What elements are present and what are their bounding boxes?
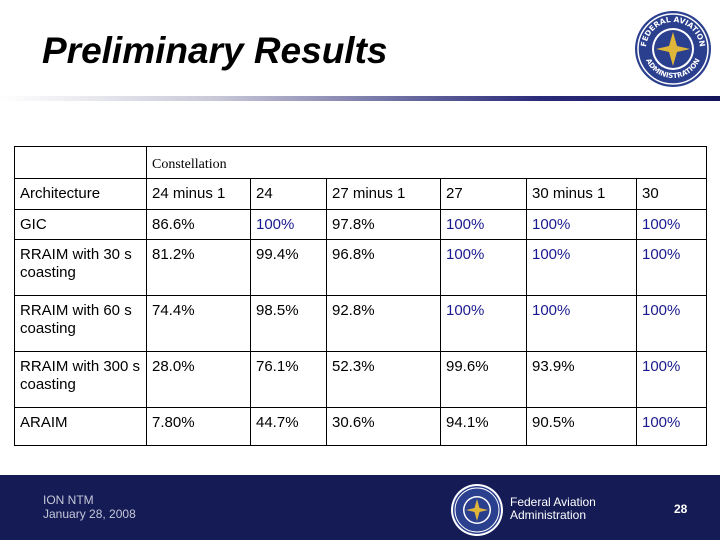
- footer-event: ION NTM: [43, 493, 94, 507]
- page-number: 28: [674, 502, 688, 516]
- results-table: Constellation Architecture 24 minus 1 24…: [14, 146, 708, 446]
- constellation-label: Constellation: [152, 157, 227, 172]
- table-cell: 7.80%: [146, 407, 251, 446]
- row-label-cell: RRAIM with 60 s coasting: [14, 295, 147, 352]
- row-label-cell: ARAIM: [14, 407, 147, 446]
- table-cell: 100%: [635, 209, 708, 240]
- table-cell: 96.8%: [326, 239, 441, 296]
- table-cell: 100%: [440, 209, 527, 240]
- column-header-row: Architecture 24 minus 1 24 27 minus 1 27…: [14, 178, 708, 210]
- table-cell: 52.3%: [326, 351, 441, 408]
- table-cell: 44.7%: [250, 407, 327, 446]
- table-cell: 99.4%: [250, 239, 327, 296]
- header-cell: 24: [250, 178, 327, 210]
- table-row: RRAIM with 300 s coasting 28.0% 76.1% 52…: [14, 351, 708, 408]
- table-cell: 92.8%: [326, 295, 441, 352]
- faa-seal-footer-logo: [451, 484, 503, 536]
- table-cell: 100%: [635, 295, 708, 352]
- footer-agency: Federal Aviation Administration: [510, 496, 596, 521]
- constellation-header-cell: Constellation: [145, 146, 708, 179]
- header-cell: 30: [635, 178, 708, 210]
- slide-title: Preliminary Results: [42, 30, 388, 71]
- table-cell: 100%: [526, 239, 637, 296]
- table-row: RRAIM with 60 s coasting 74.4% 98.5% 92.…: [14, 295, 708, 352]
- table-cell: 100%: [526, 295, 637, 352]
- table-cell: 100%: [440, 295, 527, 352]
- table-cell: 28.0%: [146, 351, 251, 408]
- table-corner-cell: [14, 146, 147, 179]
- table-row: ARAIM 7.80% 44.7% 30.6% 94.1% 90.5% 100%: [14, 407, 708, 446]
- table-cell: 86.6%: [146, 209, 251, 240]
- header-cell: 27 minus 1: [326, 178, 441, 210]
- footer-bar: [0, 475, 720, 540]
- row-label-cell: RRAIM with 30 s coasting: [14, 239, 147, 296]
- table-cell: 97.8%: [326, 209, 441, 240]
- footer-date: January 28, 2008: [43, 507, 136, 521]
- table-row: RRAIM with 30 s coasting 81.2% 99.4% 96.…: [14, 239, 708, 296]
- table-cell: 90.5%: [526, 407, 637, 446]
- table-cell: 100%: [635, 407, 708, 446]
- table-row: GIC 86.6% 100% 97.8% 100% 100% 100%: [14, 209, 708, 240]
- table-cell: 100%: [440, 239, 527, 296]
- row-label-cell: GIC: [14, 209, 147, 240]
- faa-seal-logo: FEDERAL AVIATION ADMINISTRATION: [635, 11, 711, 87]
- footer-agency-line1: Federal Aviation: [510, 495, 596, 509]
- table-cell: 100%: [635, 351, 708, 408]
- table-cell: 81.2%: [146, 239, 251, 296]
- table-cell: 100%: [635, 239, 708, 296]
- header-cell: 30 minus 1: [526, 178, 637, 210]
- table-cell: 93.9%: [526, 351, 637, 408]
- table-cell: 99.6%: [440, 351, 527, 408]
- table-cell: 94.1%: [440, 407, 527, 446]
- table-cell: 76.1%: [250, 351, 327, 408]
- footer-agency-line2: Administration: [510, 507, 587, 522]
- row-label-cell: RRAIM with 300 s coasting: [14, 351, 147, 408]
- constellation-header-row: Constellation: [14, 146, 708, 179]
- header-cell: 24 minus 1: [146, 178, 251, 210]
- table-cell: 30.6%: [326, 407, 441, 446]
- footer-event-info: ION NTM January 28, 2008: [43, 493, 136, 521]
- table-cell: 100%: [526, 209, 637, 240]
- header-cell: Architecture: [14, 178, 147, 210]
- header-cell: 27: [440, 178, 527, 210]
- table-cell: 100%: [250, 209, 327, 240]
- table-cell: 98.5%: [250, 295, 327, 352]
- title-divider: [0, 96, 720, 101]
- table-cell: 74.4%: [146, 295, 251, 352]
